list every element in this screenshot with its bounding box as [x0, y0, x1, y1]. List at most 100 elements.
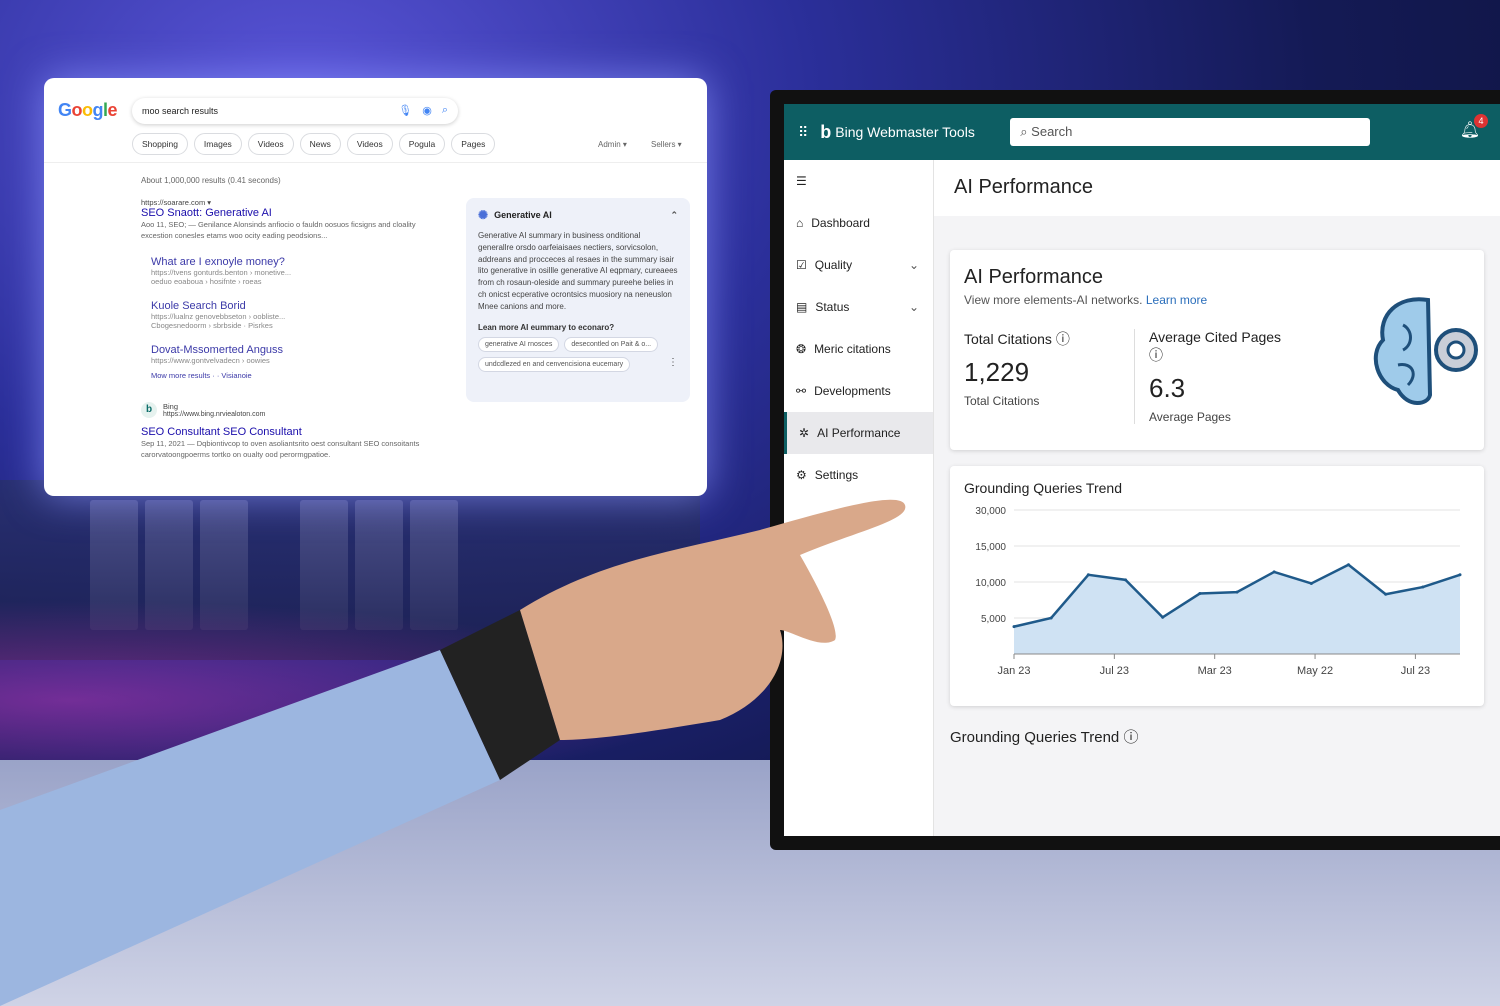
grounding-queries-card: Grounding Queries Trend 5,000 10,000 15,00… — [950, 466, 1484, 706]
search-icon: ⌕ — [1020, 124, 1032, 139]
background-binder — [90, 500, 138, 630]
result-url[interactable]: https://soarare.com ▾ — [141, 198, 212, 207]
notification-badge: 4 — [1474, 114, 1488, 128]
sidebar-item-status[interactable]: ▤ Status ⌄ — [784, 286, 933, 328]
sidebar-item-settings[interactable]: ⚙ Settings — [784, 454, 933, 496]
sidebar-item-citations[interactable]: ❂ Meric citations — [784, 328, 933, 370]
card-subtitle: View more elements-AI networks. — [964, 293, 1143, 307]
monitor: ⠿ b Bing Webmaster Tools ⌕ Search 🔔︎ 4 ☰ … — [770, 90, 1500, 850]
data-point — [1124, 578, 1127, 582]
suggestion-chip[interactable]: generative AI rnosces — [478, 336, 560, 352]
learn-more-link[interactable]: Learn more — [1145, 293, 1208, 307]
citations-icon: ❂ — [796, 342, 807, 356]
result-stats: About 1,000,000 results (0.41 seconds) — [141, 176, 281, 185]
tab-shopping[interactable]: Shopping — [132, 133, 188, 155]
tab-pogula[interactable]: Pogula — [398, 133, 446, 155]
sidebar-item-label: Meric citations — [814, 342, 891, 356]
tab-news[interactable]: News — [299, 133, 341, 155]
wristwatch — [440, 610, 560, 780]
bing-logo-icon: b — [141, 402, 157, 418]
sidebar-item-quality[interactable]: ☑ Quality ⌄ — [784, 244, 933, 286]
chevron-up-icon[interactable]: ⌃ — [670, 209, 678, 220]
ai-overview-box: ✺ Generative AI ⌃ Generative AI summary in… — [466, 198, 690, 402]
chevron-down-icon[interactable]: ⌄ — [908, 300, 919, 314]
sub-result-title[interactable]: What are I exnoyle money? — [151, 256, 285, 268]
search-icon[interactable]: ⌕ — [441, 104, 448, 116]
hamburger-menu-icon[interactable]: ☰ — [796, 174, 807, 188]
admin-filter[interactable]: Admin ▾ — [598, 140, 627, 149]
brain-gear-illustration — [1373, 297, 1478, 405]
data-point — [1384, 592, 1388, 596]
result-title[interactable]: SEO Snaott: Generative AI — [141, 207, 272, 219]
sidebar-item-dashboard[interactable]: ⌂ Dashboard — [784, 202, 933, 244]
sidebar-item-label: Settings — [814, 468, 859, 482]
data-point — [1347, 563, 1350, 567]
sub-result-url: https://lualnz genovebbseton › oobliste.… — [151, 312, 286, 321]
top-bar: ⠿ b Bing Webmaster Tools ⌕ Search 🔔︎ 4 — [784, 104, 1500, 160]
y-tick-label: 30,000 — [975, 506, 1006, 517]
data-point — [1421, 585, 1425, 589]
pointing-hand-illustration — [0, 499, 906, 1006]
suggestion-chip[interactable]: undcdlezed en and cenvencisiona eucemary — [478, 356, 631, 372]
sub-result: Kuole Search Borid https://lualnz genove… — [151, 300, 285, 330]
ai-overview-title: Generative AI — [494, 210, 552, 220]
metric-label: Average Cited Pages — [1149, 329, 1282, 345]
home-icon: ⌂ — [796, 216, 804, 230]
info-icon[interactable]: ⓘ — [1149, 347, 1163, 363]
sidebar-item-developments[interactable]: ⚯ Developments — [784, 370, 933, 412]
nodes-icon: ⚯ — [796, 384, 807, 398]
result-title[interactable]: SEO Consultant SEO Consultant — [141, 426, 302, 438]
sellers-filter[interactable]: Sellers ▾ — [651, 140, 682, 149]
metric-sublabel: Total Citations — [964, 394, 1040, 408]
tab-videos[interactable]: Videos — [247, 133, 294, 155]
app-launcher-icon[interactable]: ⠿ — [798, 123, 809, 140]
document-icon: ▤ — [796, 300, 808, 314]
tab-images[interactable]: Images — [193, 133, 242, 155]
y-tick-label: 15,000 — [975, 542, 1006, 553]
sidebar-item-ai-performance[interactable]: ✲ AI Performance — [784, 412, 933, 454]
source-name: Bing — [163, 402, 179, 411]
hand — [520, 499, 906, 740]
metric-total-citations: Total Citations ⓘ 1,229 Total Citations — [964, 329, 1134, 424]
app-title: Bing Webmaster Tools — [835, 124, 975, 140]
data-point — [1272, 570, 1276, 574]
data-point — [1049, 616, 1053, 620]
gear-icon: ⚙ — [796, 468, 807, 482]
info-icon[interactable]: ⓘ — [1055, 331, 1070, 347]
sub-result-url: https://www.gontvelvadecn › oowies — [151, 356, 270, 365]
info-icon[interactable]: ⓘ — [1123, 729, 1139, 746]
tab-pages[interactable]: Pages — [451, 133, 496, 155]
search-query: moo search results — [142, 106, 219, 116]
data-point — [1086, 573, 1090, 577]
search-result: https://soarare.com ▾ SEO Snaott: Genera… — [141, 198, 441, 241]
bell-icon[interactable]: 🔔︎ — [1459, 122, 1480, 139]
chevron-down-icon[interactable]: ⌄ — [908, 258, 919, 272]
x-tick-label: May 22 — [1297, 665, 1333, 677]
background-binder — [145, 500, 193, 630]
sub-result-crumb: Cbogesnedoorm › sbrbside · Pisrkes — [151, 321, 273, 330]
y-tick-label: 10,000 — [975, 578, 1006, 589]
shirt-sleeve — [0, 650, 500, 1006]
more-options-icon[interactable]: ⋮ — [668, 356, 678, 368]
suggestion-chip[interactable]: desecontled on Pait & o... — [564, 336, 659, 352]
tab-videos-2[interactable]: Videos — [346, 133, 393, 155]
lens-icon[interactable]: ◉ — [422, 105, 432, 117]
sidebar-item-label: Status — [815, 300, 850, 314]
data-point — [1161, 615, 1165, 619]
area-fill — [1014, 564, 1460, 654]
sub-result-title[interactable]: Dovat-Mssomerted Anguss — [151, 344, 284, 356]
microphone-icon[interactable]: 🎙 — [398, 105, 413, 117]
ai-overview-question: Lean more AI eummary to econaro? — [478, 322, 615, 332]
clipboard-check-icon: ☑ — [796, 258, 807, 272]
source-url[interactable]: https://www.bing.nrviealoton.com — [163, 411, 266, 418]
sub-result-title[interactable]: Kuole Search Borid — [151, 300, 246, 312]
more-results-link[interactable]: Mow more results · · Visianoie — [151, 371, 252, 380]
section-title: Grounding Queries Trend — [950, 729, 1120, 746]
x-tick-label: Jul 23 — [1401, 665, 1430, 677]
bing-logo-icon: b — [820, 121, 832, 142]
search-input[interactable]: ⌕ Search — [1010, 118, 1371, 146]
data-point — [1309, 581, 1313, 585]
sidebar: ☰ ⌂ Dashboard ☑ Quality ⌄ ▤ Status ⌄ ❂ Meric c… — [784, 160, 934, 836]
chart-title: Grounding Queries Trend — [964, 480, 1122, 496]
google-search-input[interactable]: moo search results 🎙 ◉ ⌕ — [132, 98, 458, 124]
